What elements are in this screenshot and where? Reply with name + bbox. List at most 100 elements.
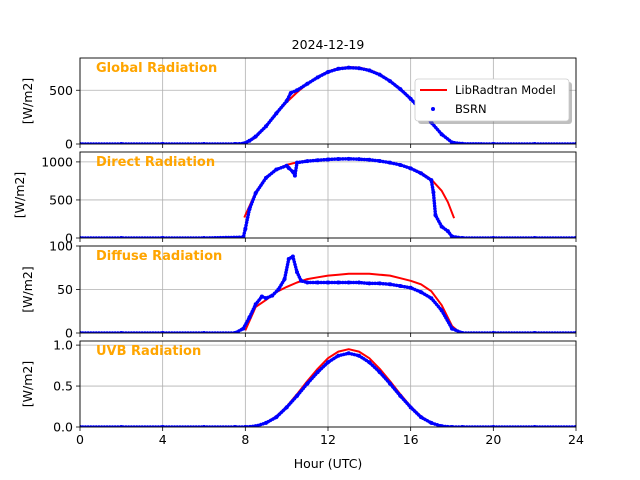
y-tick-label: 0.5 bbox=[53, 379, 73, 394]
data-point bbox=[439, 132, 444, 137]
data-point bbox=[259, 294, 264, 299]
data-point bbox=[377, 370, 382, 375]
data-point bbox=[288, 90, 293, 95]
data-point bbox=[119, 142, 124, 144]
data-point bbox=[336, 280, 341, 285]
data-point bbox=[202, 331, 206, 333]
data-point bbox=[450, 425, 454, 427]
plot-area bbox=[80, 348, 576, 427]
panel-1: 0 500 [W/m2] Global Radiation LibRadtran Mod… bbox=[20, 57, 577, 152]
data-point bbox=[429, 420, 434, 425]
data-point bbox=[274, 111, 279, 116]
y-tick-label: 0 bbox=[65, 326, 73, 341]
axes-frame bbox=[79, 245, 577, 334]
data-point bbox=[445, 229, 450, 234]
x-tick-label: 12 bbox=[320, 432, 336, 447]
data-point bbox=[326, 69, 330, 74]
data-point bbox=[398, 393, 403, 398]
legend-label: LibRadtran Model bbox=[455, 83, 556, 97]
legend-label: BSRN bbox=[455, 102, 487, 116]
data-point bbox=[419, 171, 423, 176]
data-point bbox=[460, 236, 465, 238]
data-point bbox=[274, 415, 279, 420]
figure-title: 2024-12-19 bbox=[292, 37, 365, 52]
data-point bbox=[247, 315, 252, 320]
y-axis-label: [W/m2] bbox=[12, 172, 27, 218]
data-point bbox=[532, 236, 537, 238]
data-point bbox=[367, 281, 372, 286]
data-point bbox=[243, 425, 248, 427]
data-point bbox=[346, 280, 351, 285]
data-point bbox=[80, 331, 82, 333]
data-point bbox=[160, 331, 165, 333]
axes-frame bbox=[79, 57, 577, 145]
data-point bbox=[532, 331, 537, 333]
data-point bbox=[431, 190, 436, 195]
data-point bbox=[574, 331, 576, 333]
x-tick-label: 4 bbox=[159, 432, 167, 447]
data-point bbox=[80, 142, 82, 144]
x-tick-label: 8 bbox=[241, 432, 249, 447]
data-point bbox=[315, 158, 320, 163]
data-point bbox=[160, 425, 165, 427]
data-point bbox=[295, 270, 299, 275]
panel-2: 0 500 1000 [W/m2] Direct Radiation bbox=[12, 151, 577, 246]
panels: 0 500 [W/m2] Global Radiation LibRadtran Mod… bbox=[12, 57, 584, 447]
y-axis-label: [W/m2] bbox=[20, 78, 35, 124]
data-point bbox=[574, 142, 576, 144]
data-point bbox=[295, 160, 299, 165]
plot-area bbox=[80, 254, 576, 333]
data-point bbox=[305, 81, 310, 86]
data-point bbox=[491, 331, 496, 333]
data-point bbox=[295, 88, 299, 93]
data-point bbox=[398, 162, 403, 167]
data-point bbox=[336, 157, 341, 162]
data-point bbox=[119, 331, 124, 333]
data-point bbox=[388, 282, 392, 287]
data-point bbox=[315, 280, 320, 285]
data-point bbox=[270, 293, 275, 298]
series-line-model bbox=[244, 272, 459, 333]
data-point bbox=[264, 175, 268, 180]
y-tick-label: 0.0 bbox=[53, 420, 73, 435]
data-point bbox=[295, 393, 299, 398]
data-point bbox=[574, 425, 576, 427]
data-point bbox=[377, 72, 382, 77]
data-point bbox=[119, 425, 124, 427]
data-point bbox=[326, 360, 330, 365]
data-point bbox=[346, 156, 351, 161]
panel-title: Global Radiation bbox=[96, 61, 217, 76]
data-point bbox=[264, 124, 268, 129]
data-point bbox=[336, 353, 341, 358]
data-point bbox=[264, 296, 268, 301]
data-point bbox=[202, 425, 206, 427]
data-point bbox=[429, 296, 434, 301]
data-point bbox=[460, 425, 465, 427]
axes-frame bbox=[79, 340, 577, 428]
y-tick-label: 500 bbox=[49, 192, 73, 207]
data-point bbox=[326, 157, 330, 162]
data-point bbox=[286, 257, 291, 262]
data-point bbox=[315, 75, 320, 80]
data-point bbox=[253, 302, 258, 307]
y-tick-label: 50 bbox=[57, 282, 73, 297]
data-point bbox=[284, 99, 289, 103]
data-point bbox=[408, 96, 413, 101]
data-point bbox=[241, 235, 246, 238]
data-point bbox=[247, 138, 252, 143]
data-point bbox=[274, 167, 279, 172]
panel-title: Diffuse Radiation bbox=[96, 249, 222, 264]
data-point bbox=[460, 331, 465, 333]
data-point bbox=[326, 280, 330, 285]
data-point bbox=[305, 159, 310, 164]
data-point bbox=[388, 160, 392, 165]
panel-title: Direct Radiation bbox=[96, 155, 215, 170]
data-point bbox=[429, 178, 434, 183]
data-point bbox=[357, 66, 361, 71]
panel-4: 0 4 8 12 16 20 24 0.0 0.5 1.0 [W/m2] UVB Radiation bbox=[20, 338, 584, 447]
data-point bbox=[346, 351, 351, 356]
data-point bbox=[377, 281, 382, 286]
data-point bbox=[284, 405, 289, 410]
y-tick-label: 100 bbox=[49, 239, 73, 254]
